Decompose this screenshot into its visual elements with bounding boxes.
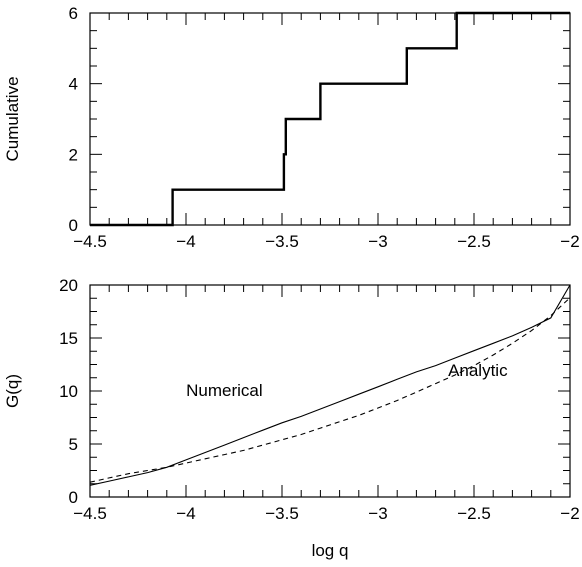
y-tick-label: 20 <box>59 276 78 295</box>
gq-panel: −4.5 −4 −3.5 −3 −2.5 −2 0 5 10 15 20 G(q) log q Numer… <box>3 276 580 560</box>
cumulative-step-line <box>90 11 570 227</box>
y-tick-label: 10 <box>59 382 78 401</box>
y-tick-label: 0 <box>69 216 78 235</box>
plot-frame <box>89 284 571 498</box>
x-tick-label: −4.5 <box>73 504 107 523</box>
series-line-numerical <box>89 284 571 486</box>
y-tick-label: 4 <box>69 75 78 94</box>
y-tick-label: 15 <box>59 329 78 348</box>
y-axis-label: Cumulative <box>3 76 22 161</box>
y-tick-label: 5 <box>69 435 78 454</box>
curve-label-analytic: Analytic <box>448 361 508 380</box>
x-tick-label: −2 <box>560 232 579 251</box>
x-tick-label: −2 <box>560 504 579 523</box>
plot-frame <box>89 12 571 226</box>
x-axis-label: log q <box>312 541 349 560</box>
x-tick-label: −4.5 <box>73 232 107 251</box>
x-tick-label: −3.5 <box>265 232 299 251</box>
x-tick-label: −2.5 <box>457 504 491 523</box>
x-tick-label: −2.5 <box>457 232 491 251</box>
y-axis-label: G(q) <box>3 374 22 408</box>
y-tick-label: 6 <box>69 4 78 23</box>
curve-label-numerical: Numerical <box>186 381 263 400</box>
x-tick-label: −3 <box>368 504 387 523</box>
series-line-analytic <box>89 297 571 483</box>
x-tick-label: −3 <box>368 232 387 251</box>
x-tick-label: −4 <box>176 232 195 251</box>
x-tick-label: −3.5 <box>265 504 299 523</box>
cumulative-panel: −4.5 −4 −3.5 −3 −2.5 −2 0 2 4 6 Cumulative <box>3 4 580 251</box>
y-tick-label: 2 <box>69 145 78 164</box>
x-tick-label: −4 <box>176 504 195 523</box>
y-tick-label: 0 <box>69 488 78 507</box>
